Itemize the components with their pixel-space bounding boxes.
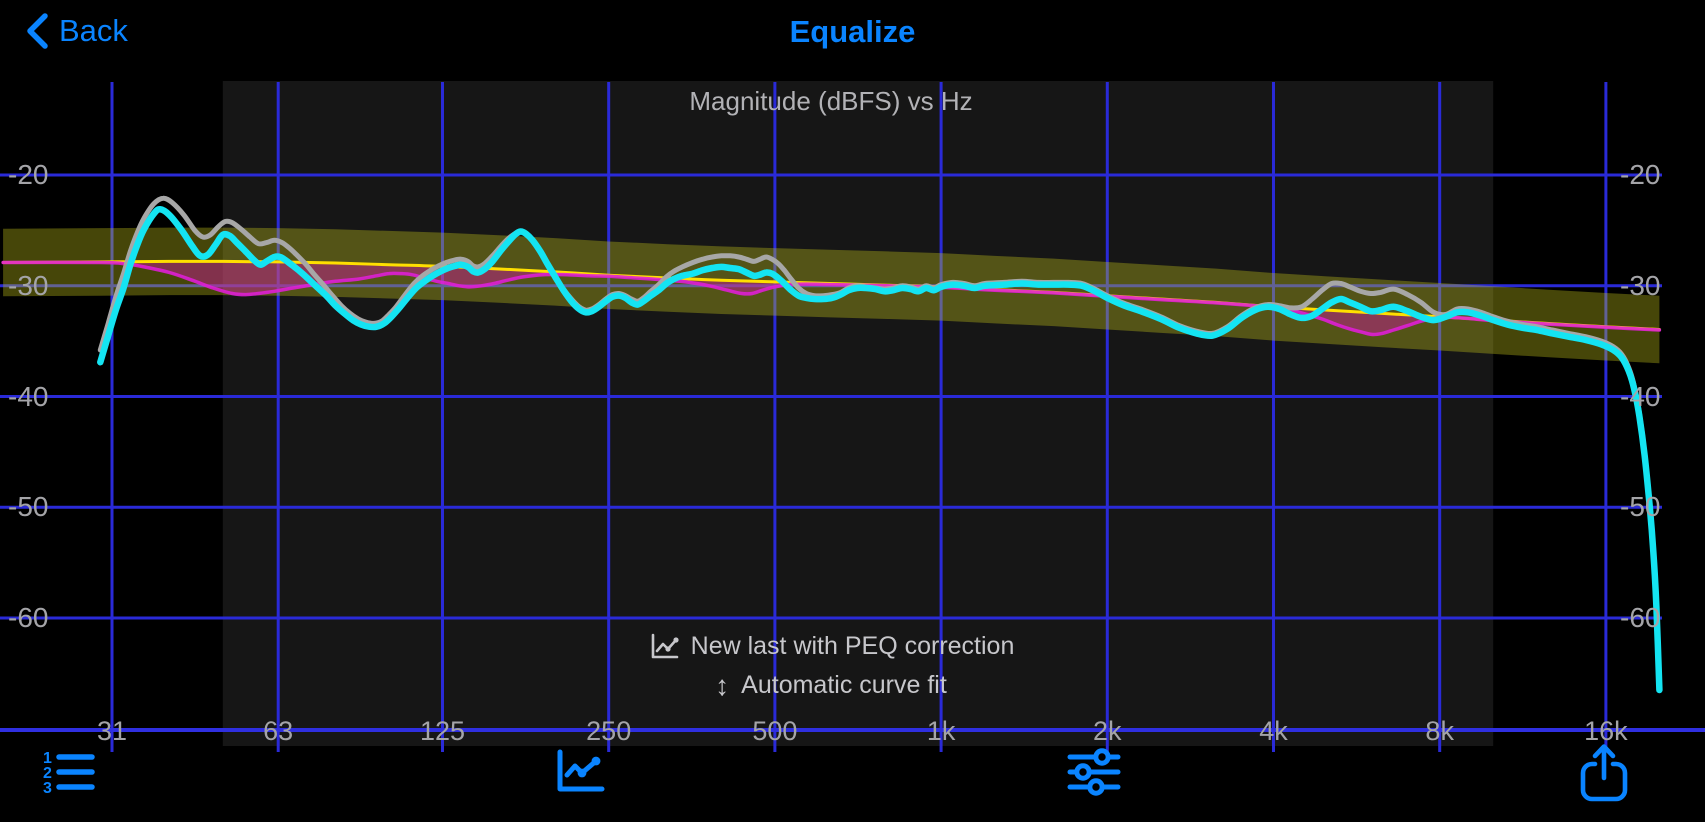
share-button[interactable]: [1568, 738, 1640, 806]
line-chart-icon: [648, 632, 679, 661]
numbered-list-icon: 1 2 3: [39, 748, 95, 796]
y-tick-label-left: -20: [8, 159, 49, 190]
x-tick-label: 250: [586, 716, 632, 746]
legend-measurement: New last with PEQ correction: [0, 632, 1662, 661]
back-button[interactable]: Back: [26, 12, 128, 50]
legend-curve-fit-label: Automatic curve fit: [741, 671, 947, 699]
y-tick-label-left: -50: [8, 491, 49, 523]
y-tick-label-right: -40: [1620, 380, 1661, 412]
page-title: Equalize: [789, 14, 916, 49]
y-tick-label-right: -30: [1620, 269, 1661, 301]
y-tick-label-right: -60: [1620, 602, 1661, 633]
y-tick-label-left: -40: [8, 380, 49, 412]
chart-view-button[interactable]: [544, 738, 616, 806]
back-chevron-icon: [26, 12, 49, 50]
updown-arrow-icon: ↕: [715, 669, 730, 701]
x-tick-label: 4k: [1259, 716, 1288, 746]
numbered-list-button[interactable]: 1 2 3: [31, 738, 103, 806]
x-tick-label: 16k: [1584, 716, 1628, 746]
legend-curve-fit: ↕ Automatic curve fit: [0, 671, 1662, 700]
sliders-icon: [1065, 748, 1123, 796]
y-tick-label-left: -60: [8, 602, 49, 633]
curve-fit-range-highlight: [222, 81, 1494, 746]
svg-text:2: 2: [43, 765, 52, 782]
x-tick-label: 500: [752, 716, 798, 746]
target_with_correction-curve: [1, 260, 1662, 337]
x-tick-label: 63: [263, 716, 294, 746]
filters-button[interactable]: [1058, 738, 1130, 806]
measurement-curve: [97, 195, 1662, 690]
measurement_with_peq-curve: [97, 206, 1663, 694]
y-tick-label-left: -30: [8, 269, 49, 301]
x-tick-label: 1k: [926, 716, 956, 746]
back-label: Back: [59, 13, 128, 48]
y-tick-label-right: -20: [1620, 159, 1661, 190]
chart-title: Magnitude (dBFS) vs Hz: [689, 86, 973, 116]
x-tick-label: 125: [419, 716, 466, 746]
correction-fill-area: [3, 261, 1660, 335]
navigation-bar: Back Equalize: [0, 0, 1705, 64]
y-tick-label-right: -50: [1620, 491, 1661, 523]
svg-text:1: 1: [43, 750, 52, 767]
x-tick-label: 8k: [1425, 716, 1454, 746]
x-tick-label: 2k: [1093, 716, 1122, 746]
x-tick-label: 31: [96, 716, 128, 746]
share-icon: [1580, 742, 1628, 802]
legend-measurement-label: New last with PEQ correction: [690, 632, 1015, 660]
chart-view-icon: [552, 747, 608, 797]
svg-text:3: 3: [43, 780, 52, 796]
